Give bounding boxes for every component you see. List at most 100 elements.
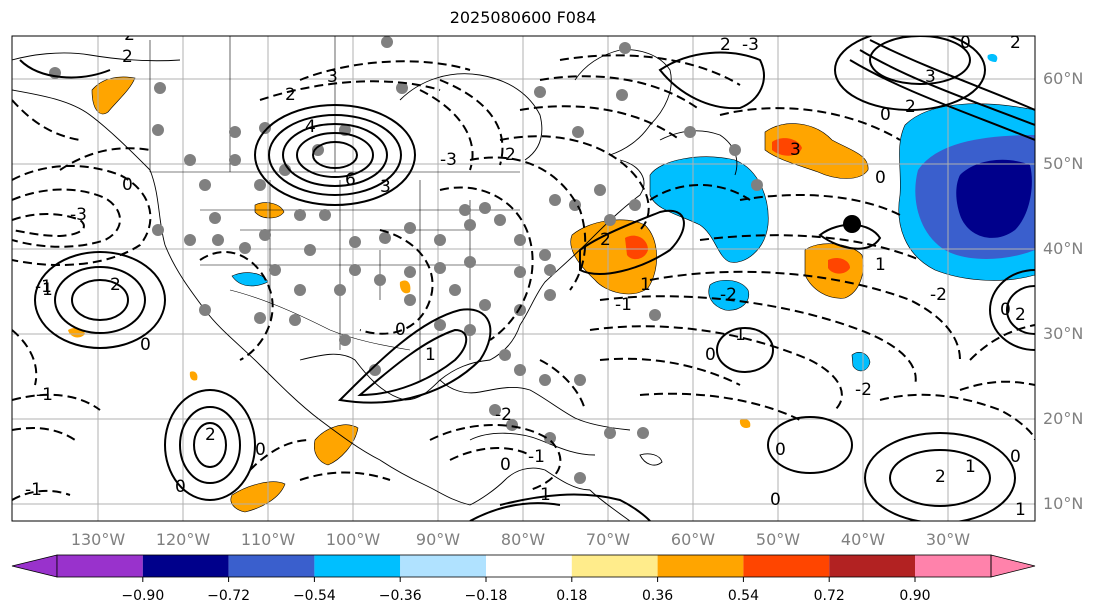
anomaly-shading [68, 53, 1035, 513]
contour-label: -1 [615, 295, 632, 315]
colorbar-segment [829, 555, 915, 577]
lon-label: 100°W [326, 530, 381, 549]
shade-blue-small-2 [851, 352, 871, 372]
shade-orange-small-1 [254, 202, 285, 219]
contour-label: -2 [855, 380, 872, 400]
contour-label: -1 [528, 447, 545, 467]
contour-label: 0 [1000, 300, 1011, 320]
contour-label: 3 [790, 140, 801, 160]
lat-label: 20°N [1043, 409, 1083, 428]
contour-label: 0 [500, 455, 511, 475]
contour-label: 0 [875, 168, 886, 188]
contour-label: 1 [875, 255, 886, 275]
colorbar-frame [56, 554, 992, 578]
colorbar-segment [228, 555, 315, 577]
contour-label: -1 [25, 480, 42, 500]
contour-label: -2 [118, 25, 135, 45]
contour-label: -3 [742, 35, 759, 55]
lat-label: 50°N [1043, 154, 1083, 173]
contour-label: 2 [720, 35, 731, 55]
contour-label: -2 [720, 285, 737, 305]
contour-label: 0 [770, 490, 781, 510]
shade-redorange-offshore [625, 235, 648, 260]
contour-label: 2 [110, 275, 121, 295]
colorbar-tick-label: −0.72 [207, 588, 250, 604]
colorbar-tick-label: −0.54 [293, 588, 336, 604]
lat-label: 40°N [1043, 239, 1083, 258]
map-frame [11, 35, 1036, 522]
contour-label: 0 [140, 335, 151, 355]
shade-blue-newfoundland [649, 156, 769, 263]
contour-label: -3 [440, 150, 457, 170]
shade-orange-north [764, 123, 869, 179]
contour-label: 2 [122, 47, 133, 67]
contour-label: -1 [35, 277, 52, 297]
colorbar-segments [57, 555, 991, 577]
lon-label: 70°W [586, 530, 630, 549]
contour-label: 1 [735, 325, 746, 345]
contour-label: 0 [255, 440, 266, 460]
contour-labels: 3 2 4 6 2 1 2 0 0 1 1 0 1 0 2 1 0 0 2 3 … [25, 25, 1026, 520]
shade-orange-small-4 [189, 371, 198, 381]
contour-label: -3 [70, 205, 87, 225]
colorbar-tick-label: 0.54 [728, 588, 759, 604]
contours-negative [12, 54, 1035, 501]
contour-label: 1 [1015, 500, 1026, 520]
map-panel: 3 2 4 6 2 1 2 0 0 1 1 0 1 0 2 1 0 0 2 3 … [12, 25, 1035, 521]
shade-redorange-north [772, 138, 802, 156]
map-title: 2025080600 F084 [449, 8, 597, 27]
contour-label: 1 [42, 280, 53, 300]
shade-orange-small-3 [739, 418, 751, 429]
shade-redorange-mid [828, 257, 850, 274]
longitude-labels: 130°W 120°W 110°W 100°W 90°W 80°W 70°W 6… [71, 530, 970, 549]
colorbar-tick-labels: −0.90 −0.72 −0.54 −0.36 −0.18 0.18 0.36 … [121, 588, 930, 604]
shade-navy-atlantic-core [956, 159, 1032, 238]
lon-label: 60°W [671, 530, 715, 549]
contour-label: 0 [175, 477, 186, 497]
contour-label: 3 [925, 67, 936, 87]
contour-label: 0 [960, 33, 971, 53]
shade-blue-small-1 [708, 280, 750, 311]
colorbar-ticks [142, 577, 916, 582]
contour-label: 1 [425, 345, 436, 365]
contours-positive [19, 36, 1035, 521]
colorbar-segment [142, 555, 229, 577]
contour-label: 3 [380, 177, 391, 197]
contour-label: 0 [122, 175, 133, 195]
lon-label: 50°W [756, 530, 800, 549]
contour-label: 2 [905, 97, 916, 117]
lat-label: 60°N [1043, 69, 1083, 88]
center-marker [843, 215, 861, 233]
contour-label: 1 [640, 275, 651, 295]
colorbar-segment [657, 555, 744, 577]
colorbar-segment [571, 555, 658, 577]
colorbar-tick-label: 0.36 [642, 588, 673, 604]
lon-label: 130°W [71, 530, 126, 549]
graticule [12, 36, 1035, 521]
contour-label: -1 [36, 385, 53, 405]
shade-blue-small-4 [987, 53, 998, 62]
contour-label: 2 [205, 425, 216, 445]
contour-label: 1 [540, 485, 551, 505]
lon-label: 40°W [841, 530, 885, 549]
contour-label: 0 [395, 320, 406, 340]
colorbar-segment [743, 555, 830, 577]
colorbar-tick-label: −0.90 [121, 588, 164, 604]
shade-orange-alaska [91, 76, 136, 115]
colorbar-segment [915, 555, 991, 577]
colorbar-segment [486, 555, 572, 577]
contour-label: -2 [495, 405, 512, 425]
colorbar-tick-label: 0.90 [899, 588, 930, 604]
contour-label: 3 [327, 67, 338, 87]
lat-label: 10°N [1043, 494, 1083, 513]
lon-label: 30°W [926, 530, 970, 549]
colorbar-low-extend [11, 554, 58, 578]
colorbar-tick-label: −0.36 [379, 588, 422, 604]
lat-label: 30°N [1043, 324, 1083, 343]
colorbar-segment [314, 555, 401, 577]
station-markers [49, 36, 763, 484]
colorbar-high-extend [990, 554, 1036, 578]
contour-label: -2 [930, 285, 947, 305]
colorbar-tick-label: −0.18 [465, 588, 508, 604]
